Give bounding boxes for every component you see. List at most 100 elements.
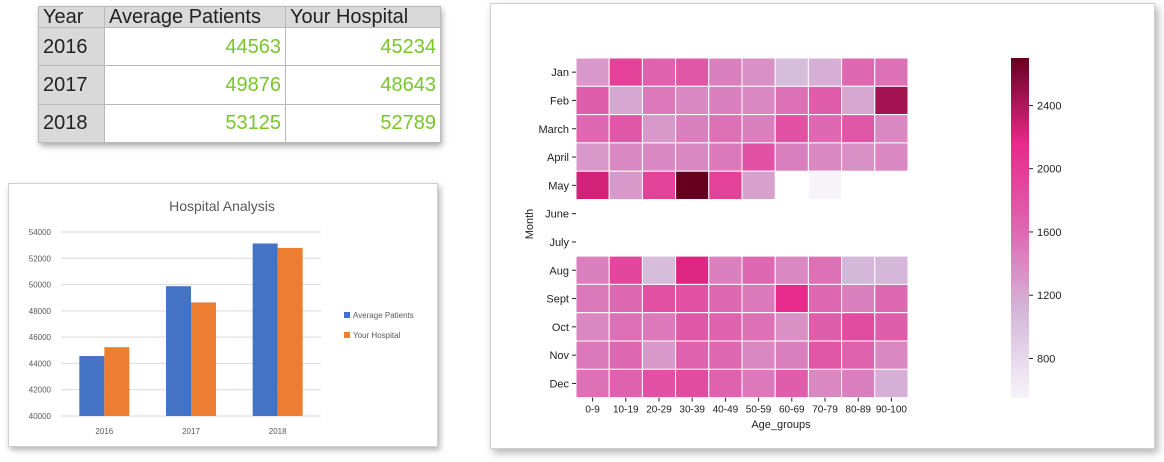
heatmap-cell [807, 368, 843, 399]
y-tick-label: Nov [549, 350, 569, 362]
heatmap-cell [608, 85, 643, 116]
heatmap-cell [807, 283, 843, 314]
year-cell: 2018 [38, 103, 105, 144]
heatmap-cell [874, 57, 909, 87]
colorbar-tick-label: 2000 [1037, 164, 1061, 176]
heatmap-cell [741, 142, 776, 172]
y-tick-label: 40000 [29, 412, 52, 421]
heatmap-cell [774, 368, 809, 399]
heatmap-cell [575, 283, 610, 314]
heatmap-cell [608, 170, 643, 200]
y-tick-label: 52000 [29, 254, 52, 263]
y-tick-label: July [549, 237, 569, 249]
heatmap-cell [641, 340, 677, 370]
heatmap-cell [774, 85, 809, 116]
heatmap-cell [708, 283, 743, 314]
heatmap-cell [874, 312, 909, 342]
year-cell: 2016 [38, 26, 105, 67]
bar-average-patients [79, 356, 105, 416]
heatmap-cell [575, 57, 610, 87]
your-hospital-cell: 48643 [285, 65, 441, 105]
heatmap-cell [874, 85, 909, 116]
x-tick-label: 20-29 [646, 405, 672, 416]
bar-your-hospital [277, 247, 303, 416]
heatmap-cell [608, 368, 643, 399]
x-tick-label: 80-89 [845, 405, 871, 416]
heatmap-cell [774, 57, 809, 87]
heatmap-cell [708, 57, 743, 87]
heatmap-x-axis-label: Age_groups [751, 419, 811, 431]
heatmap-cell [741, 312, 776, 342]
heatmap-cell [708, 142, 743, 172]
heatmap-cell [807, 114, 843, 144]
bar-average-patients [166, 286, 191, 416]
x-tick-label: 90-100 [876, 405, 908, 416]
y-tick-label: March [538, 124, 569, 136]
heatmap-cell [741, 170, 776, 200]
heatmap-chart: Jan Feb March April May June July Aug Sept Oct Nov… [524, 57, 1061, 431]
bar-your-hospital [191, 302, 216, 416]
heatmap-cell [575, 114, 610, 144]
heatmap-cell [807, 340, 843, 370]
heatmap-cell [874, 142, 909, 172]
heatmap-cell [675, 283, 710, 314]
heatmap-cell [774, 340, 809, 370]
heatmap-cell [575, 142, 610, 172]
heatmap-cell [608, 312, 643, 342]
x-tick-label: 50-59 [746, 405, 772, 416]
heatmap-cell [608, 255, 643, 285]
heatmap-cell [841, 57, 876, 87]
heatmap-cell [608, 114, 643, 144]
y-tick-label: Feb [550, 95, 569, 107]
table-row: 2018 53125 52789 [38, 103, 441, 144]
heatmap-cell [807, 142, 843, 172]
x-tick-label: 30-39 [679, 405, 705, 416]
heatmap-cell [841, 114, 876, 144]
heatmap-cell [575, 368, 610, 399]
y-tick-label: 44000 [29, 359, 52, 368]
heatmap-cell [774, 255, 809, 285]
bar-chart-card: Hospital Analysis 40000 42000 44000 46000 48… [8, 183, 438, 447]
colorbar [1011, 58, 1029, 398]
y-tick-label: May [548, 180, 569, 192]
heatmap-cell [841, 255, 876, 285]
heatmap-cell [641, 142, 677, 172]
heatmap-cell [708, 85, 743, 116]
heatmap-cell [708, 312, 743, 342]
y-tick-label: Jan [551, 67, 569, 79]
legend-swatch [344, 312, 350, 318]
heatmap-cell [841, 340, 876, 370]
table-row: 2016 44563 45234 [38, 26, 441, 67]
y-tick-label: Oct [552, 322, 569, 334]
heatmap-cell [874, 340, 909, 370]
heatmap-cell [841, 142, 876, 172]
heatmap-cell [708, 114, 743, 144]
y-tick-label: 42000 [29, 386, 52, 395]
y-tick-label: Aug [549, 265, 569, 277]
heatmap-cell [575, 170, 610, 200]
heatmap-cell [741, 57, 776, 87]
heatmap-cell [807, 170, 843, 200]
heatmap-cell [841, 312, 876, 342]
heatmap-cell [608, 57, 643, 87]
heatmap-cell [675, 368, 710, 399]
colorbar-tick-label: 1200 [1037, 290, 1061, 302]
heatmap-card: Jan Feb March April May June July Aug Sept Oct Nov… [490, 3, 1155, 449]
heatmap-cell [807, 57, 843, 87]
heatmap-cell [774, 283, 809, 314]
y-tick-label: Sept [546, 294, 569, 306]
heatmap-cell [741, 283, 776, 314]
bar-average-patients [252, 243, 278, 416]
heatmap-cell [641, 114, 677, 144]
heatmap-cell [675, 114, 710, 144]
data-table: Year Average Patients Your Hospital 2016… [38, 6, 441, 144]
heatmap-cell [608, 283, 643, 314]
bar-your-hospital [104, 347, 130, 416]
heatmap-cell [641, 85, 677, 116]
heatmap-cell [675, 57, 710, 87]
heatmap-cell [741, 255, 776, 285]
heatmap-cell [741, 368, 776, 399]
heatmap-cell [807, 85, 843, 116]
heatmap-cell [807, 255, 843, 285]
y-tick-label: 46000 [29, 333, 52, 342]
